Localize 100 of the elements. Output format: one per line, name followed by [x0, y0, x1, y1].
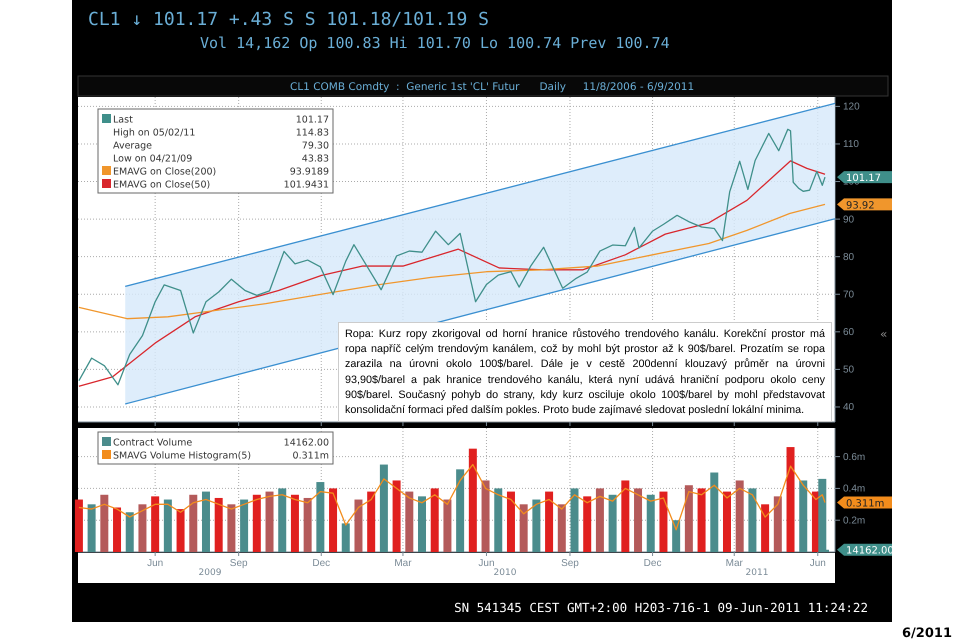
bar	[138, 504, 146, 552]
legend-label: Last	[113, 114, 134, 126]
bar	[698, 488, 706, 552]
x-tick-label: Dec	[644, 558, 662, 570]
bar	[202, 492, 210, 552]
bar	[392, 480, 401, 552]
bar	[443, 500, 452, 552]
legend-label: Contract Volume	[113, 438, 192, 448]
bar	[456, 469, 464, 552]
bar	[646, 494, 655, 552]
bar	[494, 488, 502, 552]
bar	[482, 480, 490, 552]
bar	[151, 496, 160, 552]
bar	[74, 500, 83, 552]
bar	[342, 523, 350, 552]
bar	[252, 494, 261, 552]
bar	[278, 488, 286, 552]
x-tick-label: Jun	[810, 558, 826, 570]
bar	[558, 504, 566, 552]
bar	[113, 507, 122, 552]
bar	[710, 472, 718, 552]
bar	[621, 480, 630, 552]
bar	[354, 500, 362, 552]
bar	[748, 488, 756, 552]
y-tick-label: 0.2m	[843, 515, 866, 526]
bar	[88, 504, 96, 552]
x-tick-label: Sep	[561, 558, 580, 570]
bar	[329, 488, 338, 552]
text: 6/2011	[902, 626, 952, 641]
bar	[545, 492, 554, 552]
annotation: 14162.00	[284, 438, 329, 448]
bar	[583, 496, 592, 552]
bar	[100, 494, 108, 552]
y-tick-label: 50	[843, 364, 855, 376]
bar	[722, 492, 731, 552]
bar	[736, 480, 744, 552]
bar	[164, 500, 172, 552]
legend-label: SMAVG Volume Histogram(5)	[113, 450, 252, 462]
bar	[176, 509, 185, 552]
annotation: 101.9431	[284, 180, 329, 190]
annotation: 43.83	[302, 154, 329, 164]
chart-title: CL1 ↓ 101.17 +.43 S S 101.18/101.19 S	[88, 9, 489, 30]
legend-label: EMAVG on Close(200)	[113, 166, 216, 178]
bar	[304, 498, 312, 552]
text: CL1 COMB Comdty : Generic 1st 'CL' Futur Daily 11/8/2006 - 6/9/2011	[290, 81, 694, 93]
bar	[266, 492, 274, 552]
chart-subtitle: Vol 14,162 Op 100.83 Hi 101.70 Lo 100.74 Prev 100.74	[200, 34, 670, 52]
annotation: 93.9189	[290, 166, 329, 178]
text: 93.92	[846, 200, 875, 212]
bar	[570, 488, 578, 552]
bar	[761, 504, 770, 552]
text: SN 541345 CEST GMT+2:00 H203-716-1 09-Jun-2011 11:24:22	[454, 600, 868, 615]
bar	[405, 492, 414, 552]
bar	[532, 500, 540, 552]
y-tick-label: 0.4m	[843, 484, 866, 495]
text: 0.311m	[846, 498, 884, 510]
bar	[468, 448, 477, 552]
bar	[430, 488, 439, 552]
y-tick-label: 0.6m	[843, 452, 866, 463]
x-tick-label: Dec	[312, 558, 330, 570]
bar	[126, 512, 134, 552]
line-series	[78, 204, 826, 320]
text: 2011	[746, 568, 768, 578]
x-tick-label: Jun	[478, 558, 495, 570]
y-tick-label: 70	[843, 289, 855, 300]
x-tick-label: Sep	[230, 558, 248, 570]
text: 2010	[494, 568, 517, 578]
bar	[290, 494, 299, 552]
bar	[659, 492, 668, 552]
x-tick-label: Mar	[394, 558, 412, 570]
bar	[774, 496, 782, 552]
bar	[818, 478, 826, 552]
y-tick-label: 60	[843, 327, 855, 338]
annotation: Low on 04/21/09	[113, 154, 192, 164]
annotation: Average	[113, 140, 152, 152]
legend-label: EMAVG on Close(50)	[113, 180, 210, 190]
text: «	[880, 327, 888, 341]
bar	[367, 492, 376, 552]
annotation: 79.30	[302, 140, 329, 152]
bar	[684, 485, 693, 552]
bar	[596, 488, 604, 552]
y-tick-label: 80	[843, 252, 855, 263]
bar	[799, 480, 808, 552]
annotation: High on 05/02/11	[113, 128, 196, 138]
text: 2009	[198, 568, 222, 578]
bar	[418, 496, 426, 552]
bar	[608, 494, 617, 552]
annotation: 101.17	[296, 114, 329, 126]
y-tick-label: 90	[843, 214, 855, 226]
bar	[214, 498, 223, 552]
bar	[189, 494, 198, 552]
y-tick-label: 110	[843, 139, 860, 150]
y-tick-label: 120	[843, 102, 860, 113]
bar	[506, 492, 515, 552]
annotation: Ropa: Kurz ropy zkorigoval od horní hranice růstového trendového kanálu. Korekční prostor má ropa napříč celým trendovým kanálem, což by mohl být prostor až k 90$/barel. Prozatím se ropa zarazila na úrovni okolo 100$/barel. Dále je v cestě 200denní klouzavý průměr na úrovni 93,90$/barel a pak hranice trendového kanálu, která nyní udává hraniční podporu okolo ceny 90$/barel. Současný pohyb do strany, kdy kurz osciluje okolo 100$/barel by mohl představovat konsolidační formaci před dalším pokles. Proto bude zajímavé sledovat poslední lokální minima.	[338, 322, 832, 422]
bar	[520, 504, 528, 552]
x-tick-label: Mar	[726, 558, 744, 570]
bar	[227, 504, 236, 552]
bar	[380, 464, 388, 552]
annotation: 114.83	[296, 128, 329, 138]
